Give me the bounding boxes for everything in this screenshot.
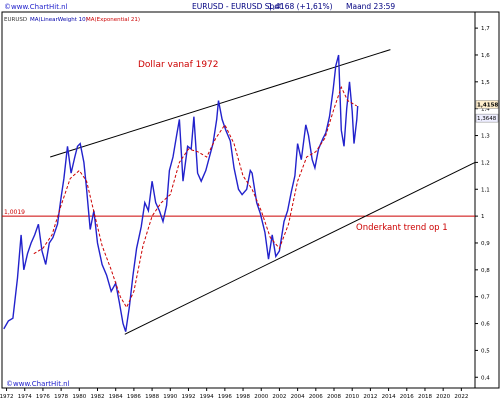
- y-tick-label: 0,5: [481, 348, 490, 354]
- y-tick-label: 0,7: [481, 295, 490, 301]
- x-tick-label: 2002: [272, 394, 286, 400]
- x-tick-label: 1974: [18, 394, 32, 400]
- price-label-box: [475, 100, 499, 109]
- chart-header-period: Maand 23:59: [346, 2, 395, 11]
- y-tick-label: 0,4: [481, 375, 490, 381]
- legend-ma-long: MA(LinearWeight 10): [30, 17, 88, 23]
- trendline-lower: [124, 161, 476, 335]
- y-tick-label: 1,3: [481, 134, 490, 140]
- x-tick-label: 1972: [0, 394, 14, 400]
- y-tick-label: 0,9: [481, 241, 490, 247]
- x-tick-label: 1988: [145, 394, 159, 400]
- x-tick-label: 1998: [236, 394, 250, 400]
- y-tick-label: 1,6: [481, 53, 490, 59]
- x-tick-label: 2000: [254, 394, 268, 400]
- series-ma-line: [33, 85, 358, 309]
- price-label: 1,4158: [477, 102, 498, 108]
- x-tick-label: 1994: [200, 394, 214, 400]
- x-tick-label: 1976: [36, 394, 50, 400]
- x-tick-label: 2018: [418, 394, 432, 400]
- y-tick-label: 1,5: [481, 80, 490, 86]
- y-tick-label: 1,7: [481, 26, 490, 32]
- x-tick-label: 1990: [163, 394, 177, 400]
- x-tick-label: 2008: [327, 394, 341, 400]
- x-tick-label: 1986: [127, 394, 141, 400]
- x-tick-label: 2004: [291, 394, 305, 400]
- price-label-box: [475, 113, 499, 123]
- x-tick-label: 1992: [181, 394, 195, 400]
- x-tick-label: 2020: [436, 394, 450, 400]
- annotation-dollar-vanaf: Dollar vanaf 1972: [138, 60, 219, 70]
- legend-ma-short: MA(Exponential 21): [86, 17, 140, 23]
- watermark-top[interactable]: ©www.ChartHit.nl: [4, 3, 68, 11]
- parity-line-label: 1,0019: [4, 209, 25, 216]
- x-tick-label: 1978: [54, 394, 68, 400]
- y-tick-label: 1,4: [481, 107, 490, 113]
- y-tick-label: 0,8: [481, 268, 490, 274]
- x-axis-labels: 1972 1974 1976 1978 1980 1982 1984 1986 1988 1990…: [0, 394, 468, 400]
- price-label: 1,3648: [477, 116, 497, 122]
- y-axis-labels: 0,4 0,5 0,6 0,7 0,8 0,9 1 1,1 1,2 1,3 1,4 1,5 1,6 1,7: [481, 26, 490, 381]
- x-tick-label: 1996: [218, 394, 232, 400]
- series-eurusd-line: [3, 54, 359, 332]
- y-tick-label: 1,1: [481, 187, 490, 193]
- right-axis: [474, 11, 500, 389]
- grid-ticks: [6, 27, 478, 391]
- x-tick-label: 2010: [345, 394, 359, 400]
- y-tick-label: 0,6: [481, 322, 490, 328]
- price-labels: 1,4158 1,3648: [475, 100, 499, 123]
- x-tick-label: 2016: [400, 394, 414, 400]
- y-tick-label: 1,2: [481, 160, 490, 166]
- y-tick-label: 1: [481, 214, 485, 220]
- trendline-upper: [50, 49, 391, 158]
- x-tick-label: 1980: [72, 394, 86, 400]
- x-tick-label: 1984: [109, 394, 123, 400]
- x-tick-label: 2012: [363, 394, 377, 400]
- x-tick-label: 1982: [91, 394, 105, 400]
- x-tick-label: 2014: [382, 394, 396, 400]
- plot-frame: [1, 11, 476, 389]
- chart-header-title: EURUSD - EURUSD Spot: [192, 2, 282, 11]
- annotation-onderkant: Onderkant trend op 1: [356, 223, 448, 233]
- x-tick-label: 2006: [309, 394, 323, 400]
- x-tick-label: 2022: [454, 394, 468, 400]
- watermark-bottom[interactable]: ©www.ChartHit.nl: [6, 380, 70, 388]
- legend-symbol: EURUSD: [4, 17, 27, 23]
- chart-header-last: 1,4168 (+1,61%): [268, 2, 333, 11]
